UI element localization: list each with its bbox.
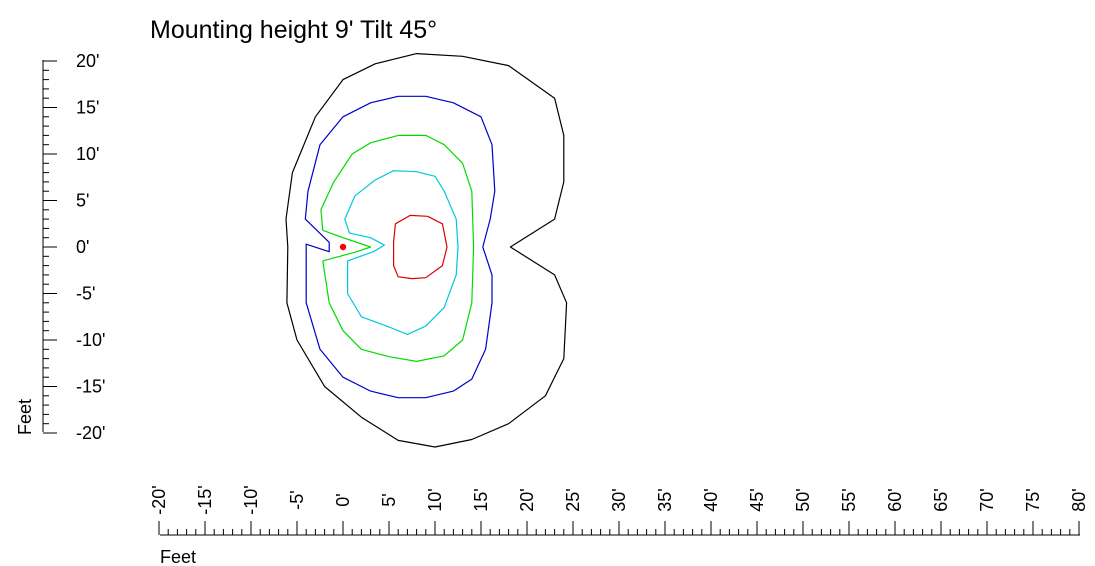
y-tick-label: 0' [76, 237, 89, 257]
x-axis: -20' -15' -10' -5' 0' 5' 10' 15' 20' 25' 30' 35' 40'… [149, 485, 1089, 536]
contour-line-3 [320, 134, 475, 362]
x-tick-label: -10' [241, 485, 261, 514]
x-tick-label: 15' [471, 488, 491, 511]
x-tick-label: 5' [379, 493, 399, 506]
x-tick-label: 20' [517, 488, 537, 511]
y-tick-label: 5' [76, 191, 89, 211]
x-tick-label: 25' [563, 488, 583, 511]
x-tick-label: 65' [931, 488, 951, 511]
x-tick-label: -15' [195, 485, 215, 514]
contour-line-5 [393, 214, 448, 280]
x-tick-label: 10' [425, 488, 445, 511]
x-tick-label: 60' [885, 488, 905, 511]
y-tick-label: -15' [76, 377, 105, 397]
x-tick-label: -5' [287, 490, 307, 509]
x-tick-label: 50' [793, 488, 813, 511]
x-tick-label: 0' [333, 493, 353, 506]
y-tick-label: 20' [76, 51, 99, 71]
fixture-point [339, 243, 347, 251]
y-tick-label: -20' [76, 423, 105, 443]
y-tick-label: -5' [76, 284, 95, 304]
y-tick-label: -10' [76, 330, 105, 350]
contour-lines [285, 52, 568, 448]
x-tick-label: 70' [977, 488, 997, 511]
x-tick-label: 45' [747, 488, 767, 511]
x-tick-label: 40' [701, 488, 721, 511]
x-tick-label: 55' [839, 488, 859, 511]
x-tick-label: 30' [609, 488, 629, 511]
contour-line-1 [285, 52, 568, 448]
fixture-marker [339, 243, 347, 251]
x-tick-label: 80' [1069, 488, 1089, 511]
chart-title: Mounting height 9' Tilt 45° [150, 16, 437, 44]
x-axis-title: Feet [160, 547, 196, 566]
contour-line-4 [344, 170, 459, 335]
y-axis-title: Feet [15, 399, 35, 435]
y-axis: 20' 15' 10' 5' 0' -5' -10' -15' -20' [42, 51, 105, 443]
x-tick-label: 75' [1023, 488, 1043, 511]
x-tick-label: 35' [655, 488, 675, 511]
contour-line-2 [304, 95, 496, 399]
y-tick-label: 10' [76, 144, 99, 164]
x-tick-label: -20' [149, 485, 169, 514]
y-tick-label: 15' [76, 98, 99, 118]
